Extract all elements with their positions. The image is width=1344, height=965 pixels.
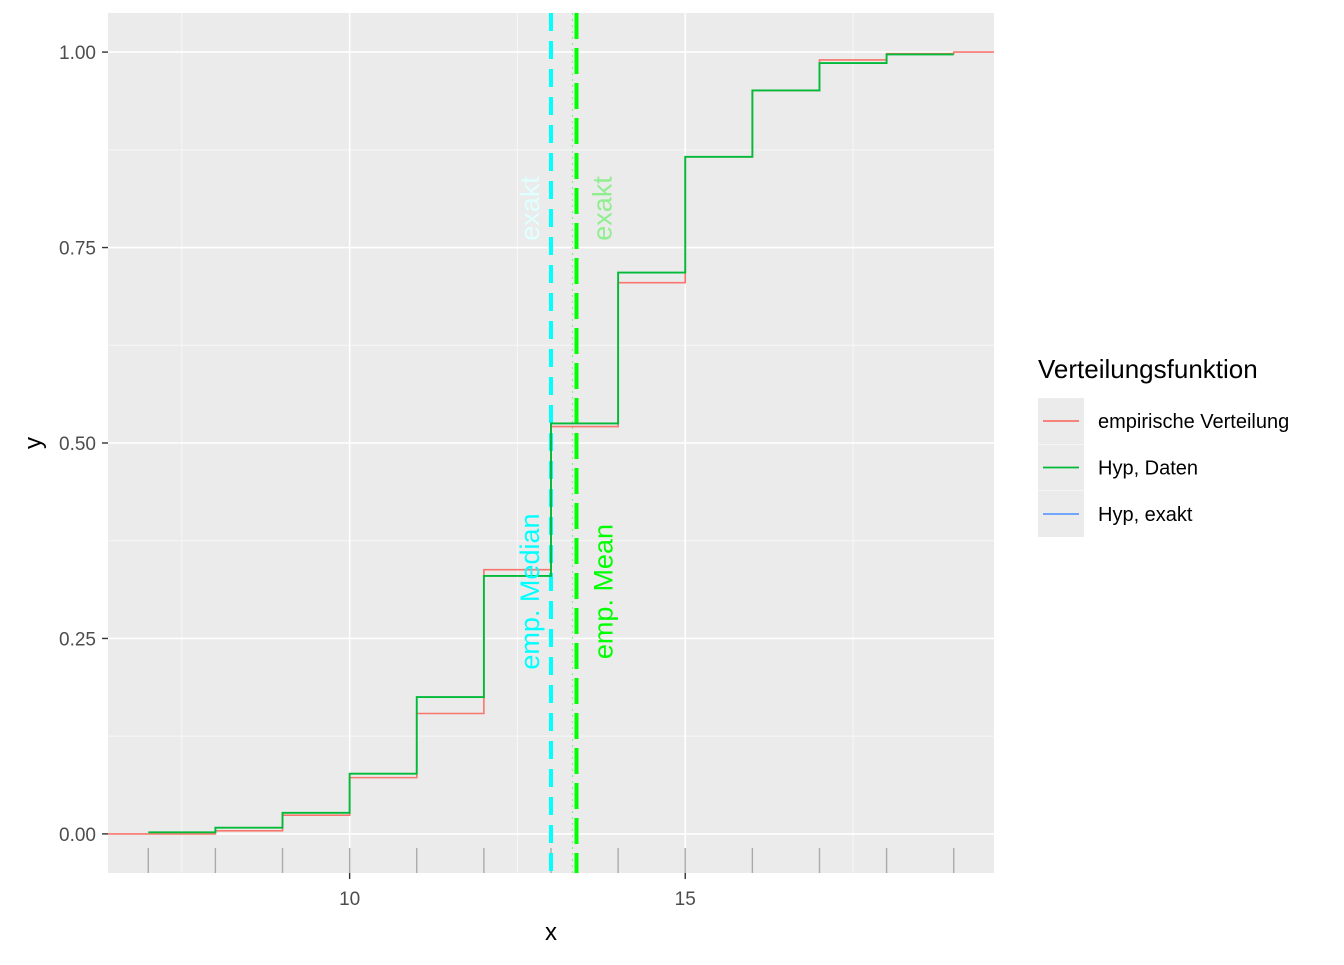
y-tick-label: 0.50	[59, 434, 96, 455]
series-line-empirische-verteilung	[108, 51, 994, 835]
legend-entry-label: empirische Verteilung	[1098, 411, 1289, 433]
median-exakt-label: exakt	[515, 176, 545, 241]
mean-emp-label: emp. Mean	[588, 524, 618, 659]
y-tick-label: 0.25	[59, 629, 96, 650]
rug-ticks	[147, 848, 955, 873]
legend-entry-label: Hyp, Daten	[1098, 458, 1198, 480]
mean-exakt-label: exakt	[587, 176, 617, 241]
legend-title: Verteilungsfunktion	[1038, 354, 1258, 384]
y-axis-title: y	[20, 437, 47, 449]
y-tick-label: 1.00	[59, 43, 96, 64]
y-tick-label: 0.00	[59, 825, 96, 846]
median-emp-label: emp. Median	[515, 513, 545, 669]
legend-entry-label: Hyp, exakt	[1098, 504, 1193, 526]
legend: Verteilungsfunktion empirische Verteilung…	[1038, 354, 1289, 537]
axes: 0.00 0.25 0.50 0.75 1.00 10 15 x y	[20, 43, 696, 946]
x-axis-title: x	[545, 919, 557, 946]
x-tick-label: 15	[675, 889, 696, 910]
y-tick-label: 0.75	[59, 239, 96, 260]
series-line-hyp-daten	[148, 53, 954, 834]
series-layer	[108, 51, 994, 835]
x-tick-label: 10	[339, 889, 360, 910]
annotation-layer: emp. Median exakt emp. Mean exakt	[515, 176, 618, 670]
